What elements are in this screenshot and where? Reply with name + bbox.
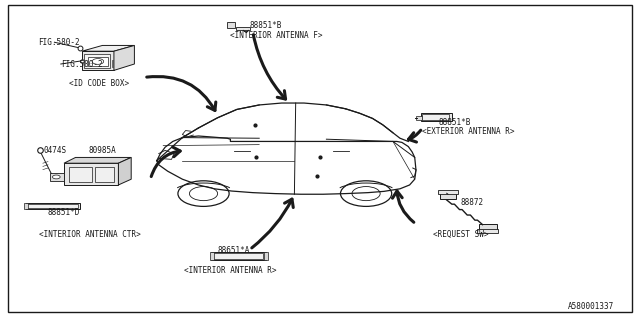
Text: 88651*A: 88651*A [218,246,250,255]
Text: 0474S: 0474S [44,146,67,155]
Bar [479,224,497,230]
Text: <REQUEST SW>: <REQUEST SW> [433,230,488,239]
Text: A580001337: A580001337 [568,302,614,311]
Bar [211,252,266,260]
Bar [95,167,114,182]
Bar [477,229,498,233]
Circle shape [92,59,104,64]
FancyArrowPatch shape [151,147,180,177]
Bar [84,54,110,68]
Text: 88851*B: 88851*B [438,118,471,127]
Bar [24,203,28,209]
FancyArrowPatch shape [408,130,420,142]
Text: 88851*B: 88851*B [250,21,282,30]
Text: 88872: 88872 [461,198,484,207]
Text: FIG.580-2: FIG.580-2 [61,60,102,69]
Polygon shape [82,51,114,70]
Bar [112,60,113,67]
FancyArrowPatch shape [392,191,414,222]
Text: 88851*D: 88851*D [48,208,81,217]
Text: FIG.580-2: FIG.580-2 [38,38,80,47]
Bar [27,204,78,208]
Polygon shape [50,173,64,181]
Polygon shape [82,45,134,51]
Bar [69,167,92,182]
Polygon shape [64,163,118,185]
Bar [422,114,449,120]
Polygon shape [118,157,131,185]
Bar [213,253,263,259]
Text: <ID CODE BOX>: <ID CODE BOX> [69,79,129,88]
Bar [26,203,80,209]
Bar [264,252,268,260]
Polygon shape [114,45,134,70]
Bar [416,116,422,120]
Text: 80985A: 80985A [88,146,116,155]
Bar [236,27,250,30]
FancyArrowPatch shape [252,199,293,248]
Polygon shape [64,157,131,163]
Bar [440,193,456,199]
Text: <EXTERIOR ANTENNA R>: <EXTERIOR ANTENNA R> [422,127,515,136]
Circle shape [52,175,60,179]
FancyArrowPatch shape [147,76,216,110]
Bar [88,57,108,66]
Bar [438,190,458,194]
Bar [421,113,452,121]
Bar [210,252,214,260]
Text: <INTERIOR ANTENNA R>: <INTERIOR ANTENNA R> [184,266,276,275]
Text: <INTERIOR ANTENNA F>: <INTERIOR ANTENNA F> [230,31,323,40]
Text: <INTERIOR ANTENNA CTR>: <INTERIOR ANTENNA CTR> [39,230,140,239]
FancyArrowPatch shape [253,35,285,99]
Bar [227,22,235,28]
